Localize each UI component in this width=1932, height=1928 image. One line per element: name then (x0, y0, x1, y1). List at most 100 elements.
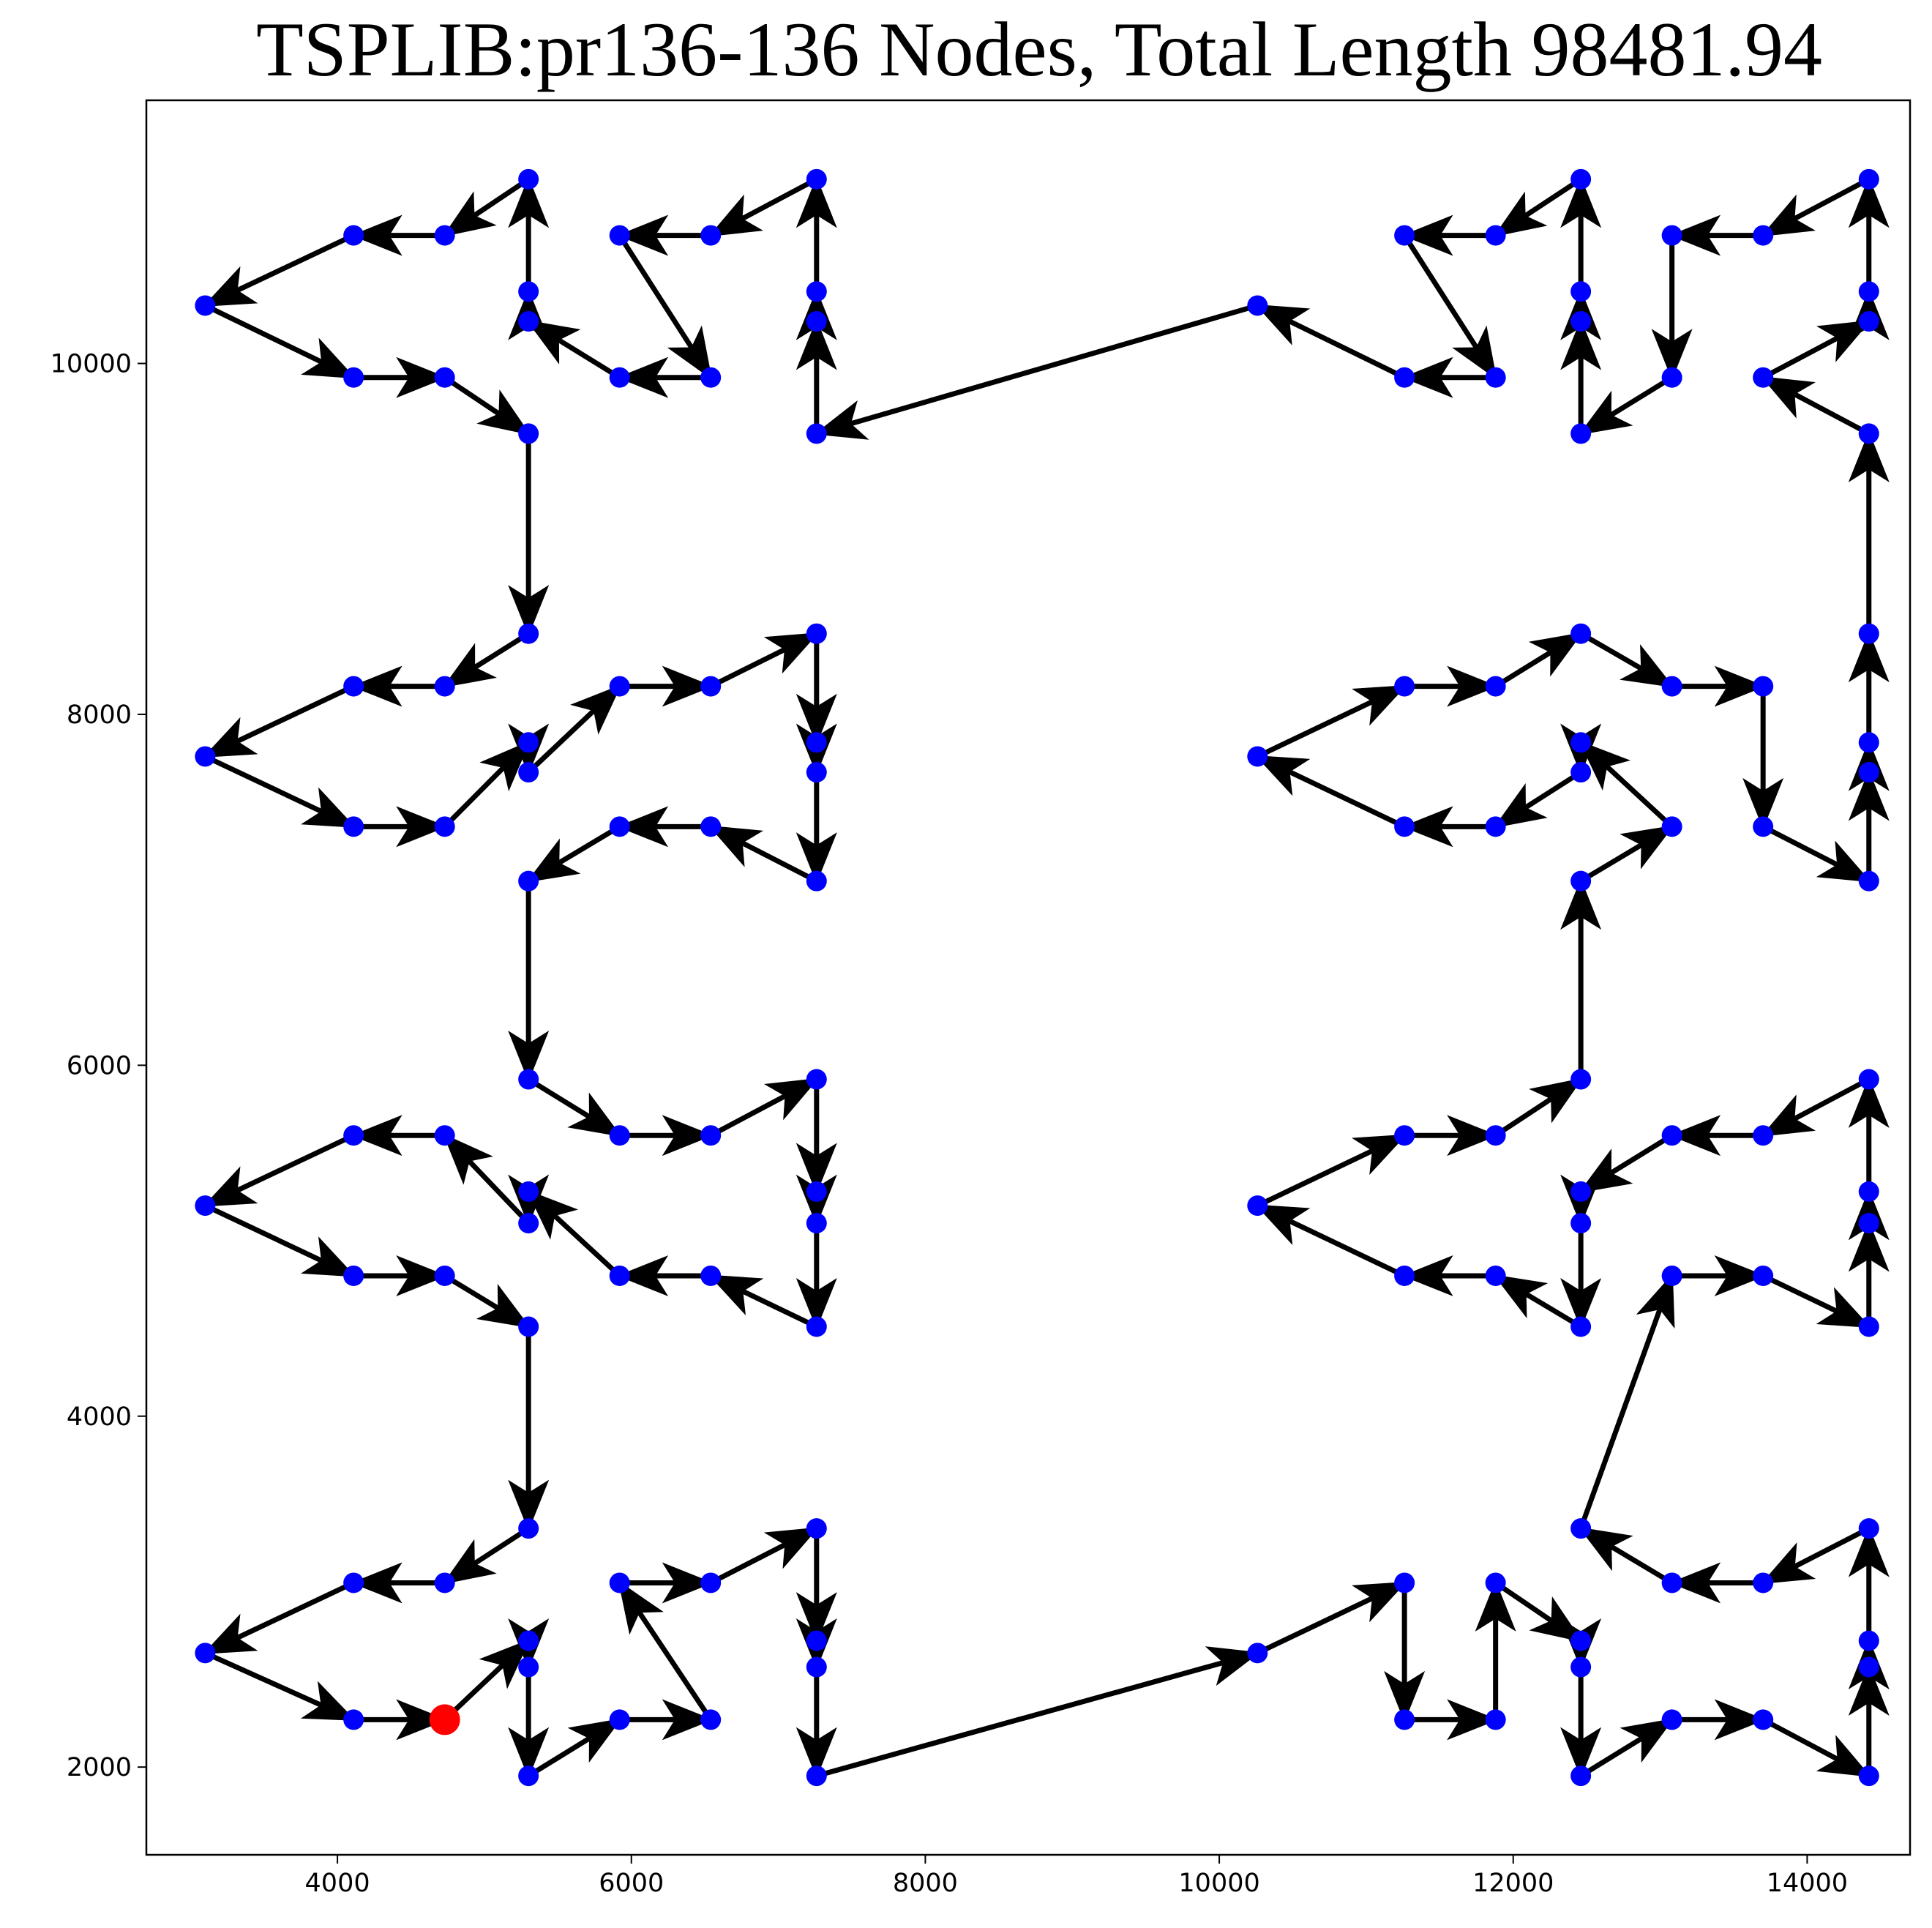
tour-edges (202, 176, 1890, 1779)
tour-node (1661, 225, 1682, 246)
tour-node (1570, 423, 1592, 444)
tour-node (195, 1195, 216, 1217)
tour-node (1485, 1709, 1506, 1730)
tour-node (1661, 816, 1682, 837)
tour-edge (708, 1525, 820, 1585)
tour-node (1858, 623, 1879, 644)
tour-node (1570, 1069, 1592, 1090)
tour-edge (202, 753, 356, 829)
x-tick-label: 4000 (305, 1869, 370, 1898)
tour-node (434, 676, 455, 697)
tour-node (518, 870, 539, 892)
x-axis: 4000 6000 8000 10000 12000 14000 (305, 1855, 1848, 1898)
y-tick-label: 8000 (67, 700, 132, 730)
tour-node (343, 676, 364, 697)
tour-node (1858, 1213, 1879, 1234)
tour-node (806, 1766, 827, 1787)
tour-node (343, 1709, 364, 1730)
tour-edge (1760, 1077, 1872, 1138)
tour-node (1858, 423, 1879, 444)
tour-node (1570, 732, 1592, 753)
tour-edge (708, 1273, 820, 1330)
tour-edge (1760, 1716, 1872, 1779)
tour-node (1247, 746, 1268, 767)
tour-node (1661, 1572, 1682, 1593)
tour-node (1394, 1125, 1415, 1146)
tour-node (518, 311, 539, 332)
tour-node (700, 1265, 722, 1286)
tour-node (1485, 1572, 1506, 1593)
tour-edge (442, 631, 531, 690)
tour-edge (708, 823, 820, 884)
tour-edge (1578, 375, 1675, 436)
tour-edge (442, 1132, 531, 1226)
tour-edge (617, 233, 714, 381)
tour-node (806, 423, 827, 444)
tour-node (518, 1656, 539, 1678)
tour-node (1485, 1265, 1506, 1286)
tour-node (700, 1709, 722, 1730)
tour-edge (1578, 1132, 1675, 1195)
tour-node (1858, 281, 1879, 302)
tour-edge (1254, 1132, 1407, 1208)
tour-edge (1760, 375, 1872, 436)
tour-node (1394, 1709, 1415, 1730)
tour-node (1485, 676, 1506, 697)
tour-node (806, 1181, 827, 1202)
tour-node (1858, 732, 1879, 753)
plot-frame (145, 99, 1912, 1856)
tour-node (1570, 1656, 1592, 1678)
tour-node (1858, 1656, 1879, 1678)
tour-node (434, 1125, 455, 1146)
tour-node (806, 870, 827, 892)
tour-node (1394, 1572, 1415, 1593)
tour-edge (1578, 1273, 1675, 1531)
tour-edge (1578, 631, 1675, 690)
tour-node (1485, 816, 1506, 837)
tour-edge (202, 1203, 356, 1279)
tour-edge (1760, 318, 1872, 381)
tour-node (343, 1265, 364, 1286)
tour-node (518, 168, 539, 190)
tour-node (700, 816, 722, 837)
tour-edge (1760, 176, 1872, 239)
tour-node (1247, 1643, 1268, 1664)
tour-node (1570, 1316, 1592, 1337)
tour-edge (617, 1580, 714, 1722)
tour-node (434, 225, 455, 246)
tour-node (1570, 168, 1592, 190)
tour-node (1570, 623, 1592, 644)
tour-node (1661, 1265, 1682, 1286)
tour-edge (442, 1273, 531, 1330)
tour-node (1858, 1630, 1879, 1651)
tour-node (806, 1630, 827, 1651)
tour-edge (442, 1525, 531, 1585)
tour-node (806, 762, 827, 783)
y-tick-label: 4000 (67, 1402, 132, 1432)
tour-node (1570, 1181, 1592, 1202)
tour-node (518, 1630, 539, 1651)
x-tick-label: 12000 (1472, 1869, 1554, 1898)
tour-edge (1254, 1580, 1407, 1656)
tour-node (343, 816, 364, 837)
tour-edge (442, 176, 531, 239)
tour-edge (1493, 1273, 1584, 1330)
tour-node (806, 168, 827, 190)
tour-edge (202, 1132, 356, 1208)
tour-edge (1578, 739, 1675, 829)
tour-edge (1578, 1716, 1675, 1779)
tour-edge (708, 1077, 820, 1138)
tour-edge (202, 684, 356, 759)
tour-node (609, 367, 630, 388)
tour-node (1753, 367, 1774, 388)
tour-node (1661, 1125, 1682, 1146)
tour-node (700, 367, 722, 388)
tour-node (1485, 1125, 1506, 1146)
tour-edge (442, 1638, 531, 1722)
tour-node (806, 1316, 827, 1337)
tour-node (1858, 1766, 1879, 1787)
tour-edge (1254, 753, 1407, 829)
tour-edge (1254, 302, 1407, 381)
tour-node (806, 311, 827, 332)
tour-node (434, 1265, 455, 1286)
